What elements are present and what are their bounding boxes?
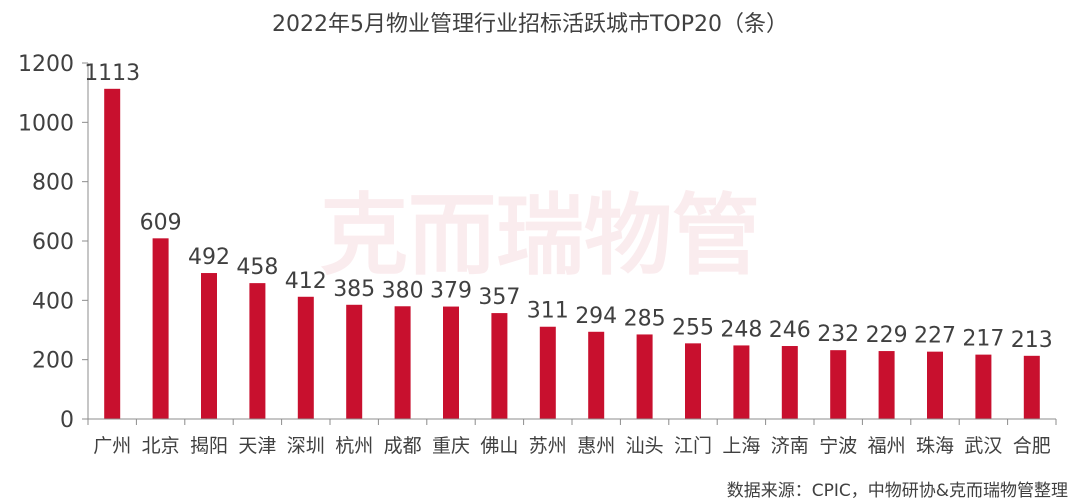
source-note: 数据来源：CPIC，中物研协&克而瑞物管整理 [727,481,1068,501]
x-tick-label: 广州 [93,435,131,457]
bar [201,273,217,419]
data-label: 357 [478,285,520,310]
x-tick-label: 深圳 [287,435,325,457]
bar [298,297,314,419]
data-label: 492 [188,245,230,270]
y-tick-label: 400 [32,289,74,314]
y-axis: 0 200 400 600 800 1000 1200 [18,52,88,433]
bar [104,89,120,419]
y-tick-label: 1200 [18,52,74,77]
bar [443,307,459,419]
data-label: 294 [575,304,617,329]
bar [975,355,991,419]
x-tick-label: 珠海 [916,435,954,457]
x-tick-label: 武汉 [964,435,1002,457]
bar [782,346,798,419]
x-tick-label: 揭阳 [190,435,228,457]
data-label: 458 [236,255,278,280]
bar [637,334,653,419]
bar [249,283,265,419]
bar [540,327,556,419]
bar [395,306,411,419]
bar [927,352,943,419]
x-tick-label: 江门 [674,435,712,457]
data-label: 217 [962,327,1004,352]
x-tick-label: 杭州 [335,435,373,457]
bar [491,313,507,419]
data-label: 380 [382,278,424,303]
y-tick-label: 1000 [18,111,74,136]
y-tick-label: 0 [60,408,74,433]
x-tick-label: 北京 [142,435,180,457]
data-label: 412 [285,269,327,294]
x-tick-label: 济南 [771,435,809,457]
data-label: 213 [1011,328,1053,353]
bar [830,350,846,419]
x-tick-label: 重庆 [432,435,470,457]
data-label: 379 [430,279,472,304]
y-tick-label: 800 [32,171,74,196]
data-label: 227 [914,324,956,349]
x-tick-label: 佛山 [480,435,518,457]
data-label: 248 [720,317,762,342]
data-label: 229 [866,323,908,348]
x-tick-label: 福州 [868,435,906,457]
x-tick-label: 合肥 [1013,435,1051,457]
y-tick-label: 200 [32,349,74,374]
bar [153,238,169,419]
bar [685,343,701,419]
bar [733,345,749,419]
x-tick-label: 苏州 [529,435,567,457]
x-axis: 广州 北京 揭阳 天津 深圳 杭州 成都 重庆 佛山 苏州 惠州 汕头 江门 上海 济南 宁波 福州 珠海 武汉 合肥 [88,419,1056,457]
y-tick-label: 600 [32,230,74,255]
bar [346,305,362,419]
bar [879,351,895,419]
x-tick-label: 天津 [238,435,276,457]
x-tick-label: 成都 [384,435,422,457]
data-label: 246 [769,318,811,343]
data-label: 285 [624,306,666,331]
data-label: 1113 [84,61,140,86]
bar [1024,356,1040,419]
data-label: 255 [672,315,714,340]
chart-title: 2022年5月物业管理行业招标活跃城市TOP20（条） [272,12,788,37]
data-label: 385 [333,277,375,302]
x-tick-label: 汕头 [626,435,664,457]
bar [588,332,604,419]
x-tick-label: 上海 [722,435,760,457]
watermark-logo: 克而瑞物管 [320,184,760,287]
x-tick-label: 宁波 [819,435,857,457]
data-label: 232 [817,322,859,347]
data-label: 311 [527,299,569,324]
x-tick-label: 惠州 [577,435,615,457]
data-label: 609 [140,210,182,235]
